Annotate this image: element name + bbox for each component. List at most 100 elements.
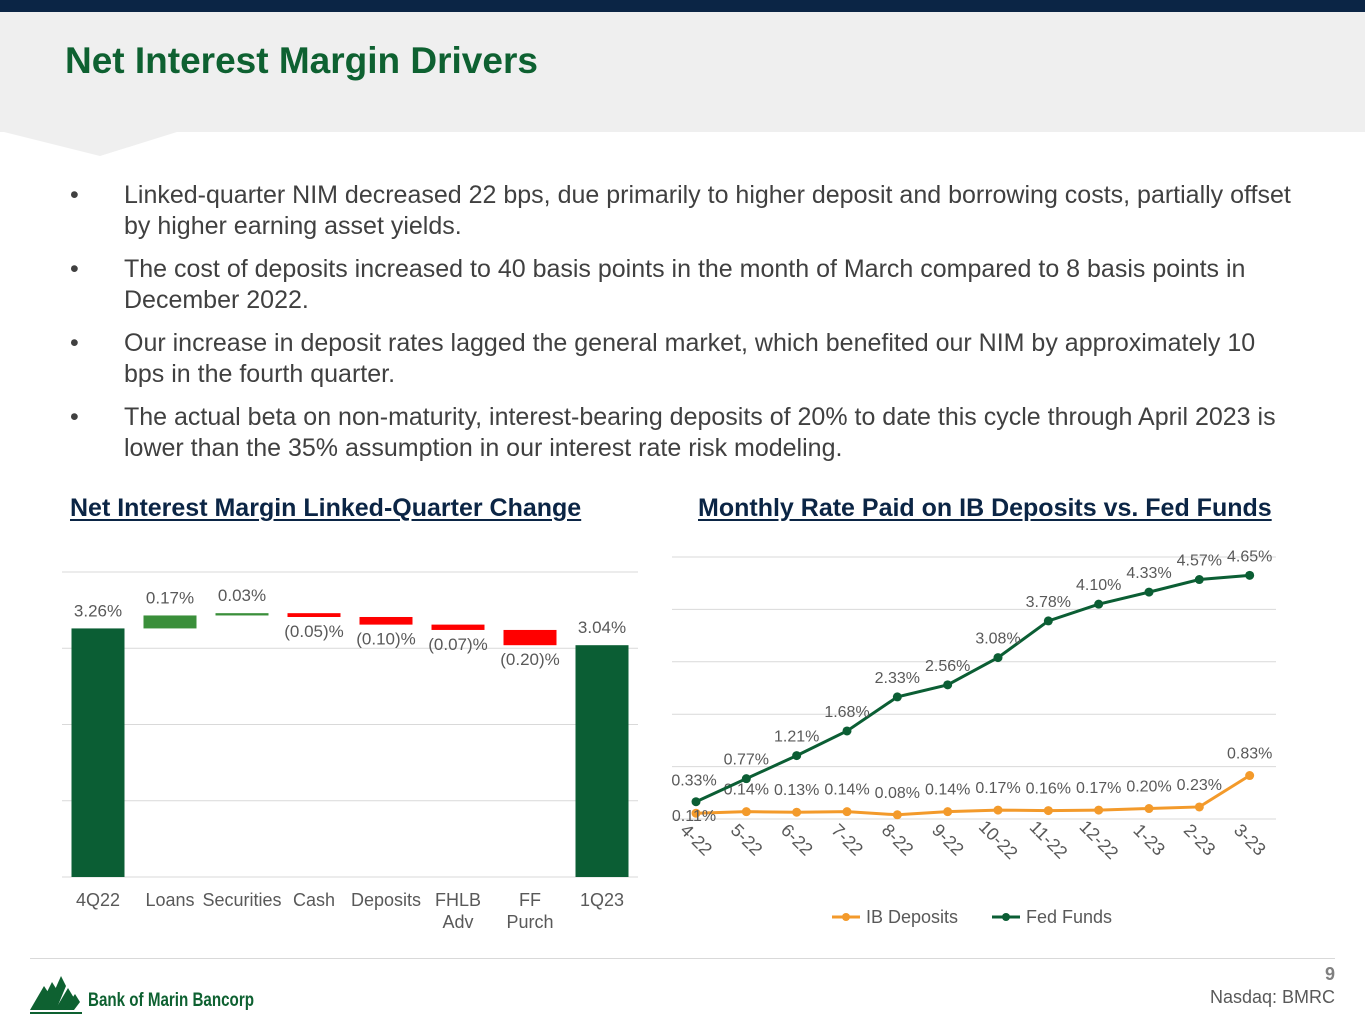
data-label: 0.13% xyxy=(774,782,819,799)
data-label: 4.33% xyxy=(1126,565,1171,582)
ticker-label: Nasdaq: BMRC xyxy=(1209,987,1335,1007)
data-label: 0.77% xyxy=(724,752,769,769)
data-label: 3.04% xyxy=(578,618,626,637)
data-label: 0.33% xyxy=(671,773,716,790)
category-label: Adv xyxy=(442,912,473,932)
legend-swatch-marker xyxy=(1002,913,1010,921)
top-bar xyxy=(0,0,1365,12)
data-label: 0.17% xyxy=(975,780,1020,797)
data-label: 3.78% xyxy=(1026,594,1071,611)
category-label: 1Q23 xyxy=(580,890,624,910)
data-label: 0.23% xyxy=(1177,777,1222,794)
bullet-text: The cost of deposits increased to 40 bas… xyxy=(124,255,1246,314)
data-point xyxy=(1194,575,1204,585)
legend-label: IB Deposits xyxy=(866,907,958,927)
x-tick-label: 8-22 xyxy=(878,820,918,860)
data-point xyxy=(691,808,701,818)
data-point xyxy=(993,805,1003,815)
x-tick-label: 7-22 xyxy=(827,820,867,860)
category-label: Purch xyxy=(506,912,553,932)
data-label: 0.17% xyxy=(1076,780,1121,797)
x-tick-label: 2-23 xyxy=(1180,820,1220,860)
x-tick-label: 9-22 xyxy=(928,820,968,860)
data-label: 0.14% xyxy=(925,782,970,799)
data-point xyxy=(892,692,902,702)
bullet-item: • The actual beta on non-maturity, intere… xyxy=(70,402,1300,464)
bullet-symbol: • xyxy=(70,181,79,209)
data-label: 2.33% xyxy=(875,670,920,687)
data-point xyxy=(1144,804,1154,814)
data-point xyxy=(842,726,852,736)
category-label: FHLB xyxy=(435,890,481,910)
bar-securities xyxy=(215,613,269,616)
company-name: Bank of Marin Bancorp xyxy=(88,990,254,1011)
data-point xyxy=(1043,616,1053,626)
data-point xyxy=(842,807,852,817)
data-label: 0.14% xyxy=(724,782,769,799)
bullet-symbol: • xyxy=(70,255,79,283)
header-band xyxy=(0,12,1365,132)
data-label: (0.20)% xyxy=(500,650,560,669)
category-label: FF xyxy=(519,890,541,910)
data-point xyxy=(943,680,953,690)
data-point xyxy=(1245,771,1255,781)
mountain-logo-icon xyxy=(30,976,82,1014)
footer-divider xyxy=(30,958,1335,959)
category-label: 4Q22 xyxy=(76,890,120,910)
bullet-symbol: • xyxy=(70,329,79,357)
data-point xyxy=(792,751,802,761)
data-label: 0.16% xyxy=(1026,781,1071,798)
legend-swatch-marker xyxy=(842,913,850,921)
data-label: 0.03% xyxy=(218,586,266,605)
data-label: 0.17% xyxy=(146,588,194,607)
x-tick-label: 11-22 xyxy=(1026,817,1072,863)
legend-label: Fed Funds xyxy=(1026,907,1112,927)
x-tick-label: 12-22 xyxy=(1076,816,1123,863)
data-point xyxy=(1094,599,1104,609)
category-label: Deposits xyxy=(351,890,421,910)
bar-fhlb-adv xyxy=(431,624,485,630)
series-line-fed-funds xyxy=(695,573,1250,804)
bar-ff-purch xyxy=(503,629,557,646)
data-label: 0.20% xyxy=(1126,779,1171,796)
bar-1q23 xyxy=(575,645,629,877)
data-label: 0.83% xyxy=(1227,746,1272,763)
data-point xyxy=(1245,570,1255,580)
bullet-item: • Linked-quarter NIM decreased 22 bps, du… xyxy=(70,180,1300,242)
bullet-text: Our increase in deposit rates lagged the… xyxy=(124,329,1256,388)
category-label: Securities xyxy=(202,890,281,910)
bullet-item: • Our increase in deposit rates lagged th… xyxy=(70,328,1300,390)
nim-chart-title: Net Interest Margin Linked-Quarter Chang… xyxy=(70,494,582,522)
x-tick-label: 4-22 xyxy=(676,820,716,860)
data-point xyxy=(1094,805,1104,815)
page-number: 9 xyxy=(1324,964,1335,984)
bullet-text: Linked-quarter NIM decreased 22 bps, due… xyxy=(124,181,1291,240)
rate-line-chart: 4-22 5-22 6-22 7-22 8-22 9-22 10-22 11-22 12-22 1… xyxy=(671,548,1276,927)
data-point xyxy=(741,807,751,817)
data-label: 0.11% xyxy=(672,808,716,825)
bullet-text: The actual beta on non-maturity, interes… xyxy=(124,403,1276,462)
bar-cash xyxy=(287,613,341,617)
data-label: 0.14% xyxy=(824,782,869,799)
bar-loans xyxy=(143,615,197,629)
data-point xyxy=(741,774,751,784)
data-label: 3.08% xyxy=(975,631,1020,648)
data-label: 4.65% xyxy=(1227,548,1272,565)
series-line-ib-deposits xyxy=(695,774,1251,817)
category-label: Cash xyxy=(293,890,335,910)
data-label: 4.10% xyxy=(1076,577,1121,594)
slide-title: Net Interest Margin Drivers xyxy=(65,40,538,81)
data-label: 1.68% xyxy=(824,704,869,721)
company-logo: Bank of Marin Bancorp xyxy=(30,976,254,1014)
x-tick-label: 1-23 xyxy=(1129,820,1169,860)
header-notch xyxy=(0,131,180,156)
data-label: 4.57% xyxy=(1177,553,1222,570)
data-label: 1.21% xyxy=(774,729,819,746)
data-point xyxy=(792,807,802,817)
data-label: 0.08% xyxy=(875,785,920,802)
bullet-item: • The cost of deposits increased to 40 ba… xyxy=(70,254,1300,316)
data-point xyxy=(1194,802,1204,812)
nim-waterfall-chart: 3.26% 4Q22 0.17% Loans 0.03% Securities (0.05)… xyxy=(62,571,638,932)
data-point xyxy=(943,807,953,817)
bar-deposits xyxy=(359,616,413,625)
